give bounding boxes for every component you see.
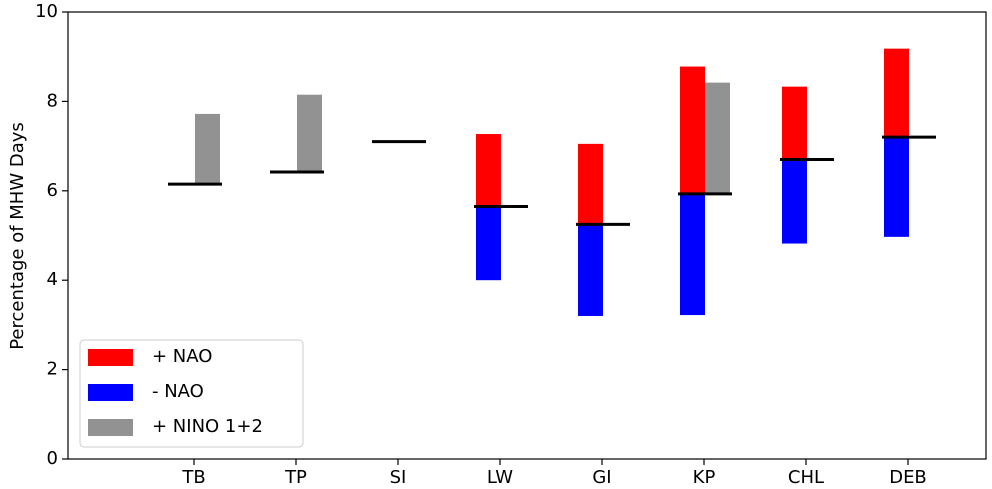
bar [782, 159, 807, 244]
bar [476, 134, 501, 207]
x-tick-label: DEB [889, 467, 927, 488]
bar [297, 94, 322, 173]
bar [476, 206, 501, 281]
legend-swatch [88, 384, 133, 401]
y-tick-label: 2 [47, 359, 58, 380]
bar [578, 224, 603, 316]
bar [884, 48, 909, 138]
x-tick-label: KP [693, 467, 716, 488]
legend-swatch [88, 349, 133, 366]
y-tick-label: 8 [47, 90, 58, 111]
bar [782, 86, 807, 160]
x-tick-label: GI [592, 467, 611, 488]
x-tick-label: CHL [788, 467, 824, 488]
legend-label: + NINO 1+2 [152, 416, 263, 437]
x-tick-label: TB [181, 467, 205, 488]
x-tick-label: SI [390, 467, 407, 488]
legend-box [79, 339, 304, 448]
bar [680, 66, 705, 194]
y-tick-label: 6 [47, 180, 58, 201]
bar [680, 193, 705, 316]
x-tick-label: TP [284, 467, 307, 488]
legend-label: + NAO [152, 346, 212, 367]
plot-frame [67, 11, 987, 460]
bar [884, 137, 909, 237]
legend: + NAO - NAO + NINO 1+2 [79, 339, 304, 448]
legend-label: - NAO [152, 381, 204, 402]
y-tick-label: 4 [47, 269, 58, 290]
x-tick-label: LW [487, 467, 513, 488]
bar [578, 143, 603, 225]
bar [195, 113, 220, 185]
bar [705, 82, 730, 194]
y-axis-label: Percentage of MHW Days [7, 122, 28, 350]
y-tick-label: 10 [35, 1, 58, 22]
y-tick-label: 0 [47, 448, 58, 469]
legend-swatch [88, 419, 133, 436]
